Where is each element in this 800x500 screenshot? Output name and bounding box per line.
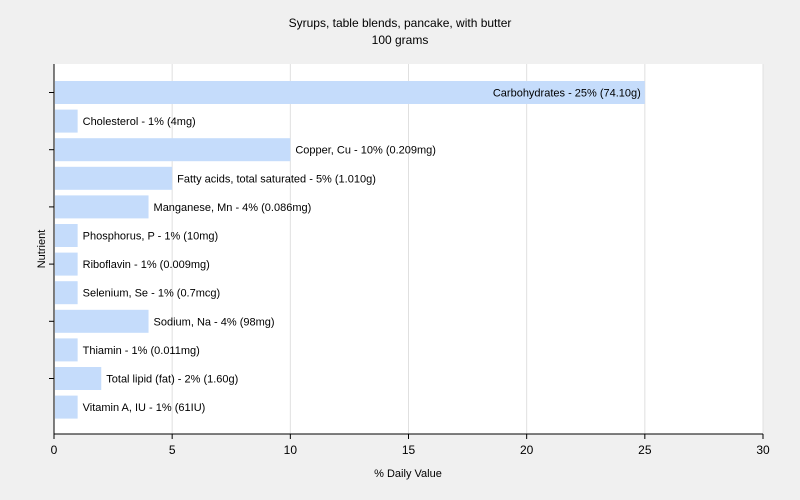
bar bbox=[55, 166, 173, 190]
bar-label: Carbohydrates - 25% (74.10g) bbox=[493, 88, 641, 100]
bar-labels: Carbohydrates - 25% (74.10g) Cholesterol … bbox=[83, 88, 641, 415]
x-tick-label: 0 bbox=[51, 443, 58, 457]
x-tick-label: 25 bbox=[638, 443, 652, 457]
bar bbox=[55, 138, 291, 162]
bars bbox=[55, 81, 645, 419]
bar-label: Riboflavin - 1% (0.009mg) bbox=[83, 259, 210, 271]
bar bbox=[55, 224, 78, 247]
x-tick-label: 20 bbox=[520, 443, 534, 457]
grid-lines bbox=[171, 64, 764, 434]
bar-label: Selenium, Se - 1% (0.7mcg) bbox=[83, 288, 221, 300]
chart-title: Syrups, table blends, pancake, with butt… bbox=[289, 16, 512, 30]
bar bbox=[55, 195, 149, 219]
bar bbox=[55, 281, 78, 305]
axis-ticks: 0 5 10 15 20 25 30 bbox=[49, 92, 770, 457]
x-tick-label: 10 bbox=[284, 443, 298, 457]
bar bbox=[55, 252, 78, 276]
chart-subtitle: 100 grams bbox=[372, 33, 429, 47]
y-axis-label: Nutrient bbox=[36, 230, 48, 269]
x-tick-label: 30 bbox=[756, 443, 770, 457]
x-tick-label: 5 bbox=[169, 443, 176, 457]
x-tick-label: 15 bbox=[402, 443, 416, 457]
bar-label: Sodium, Na - 4% (98mg) bbox=[154, 316, 275, 328]
bar bbox=[55, 109, 78, 133]
bar bbox=[55, 395, 78, 419]
bar-label: Copper, Cu - 10% (0.209mg) bbox=[295, 145, 436, 157]
bar-label: Total lipid (fat) - 2% (1.60g) bbox=[106, 374, 238, 386]
bar-label: Vitamin A, IU - 1% (61IU) bbox=[83, 402, 206, 414]
bar-label: Phosphorus, P - 1% (10mg) bbox=[83, 231, 219, 243]
bar bbox=[55, 338, 78, 362]
bar-label: Fatty acids, total saturated - 5% (1.010… bbox=[177, 173, 376, 185]
bar-label: Manganese, Mn - 4% (0.086mg) bbox=[154, 202, 312, 214]
bar bbox=[55, 367, 102, 390]
bar-label: Cholesterol - 1% (4mg) bbox=[83, 116, 196, 128]
bar bbox=[55, 309, 149, 333]
x-axis-label: % Daily Value bbox=[374, 468, 442, 480]
bar-label: Thiamin - 1% (0.011mg) bbox=[83, 345, 200, 357]
bar bbox=[55, 81, 645, 104]
